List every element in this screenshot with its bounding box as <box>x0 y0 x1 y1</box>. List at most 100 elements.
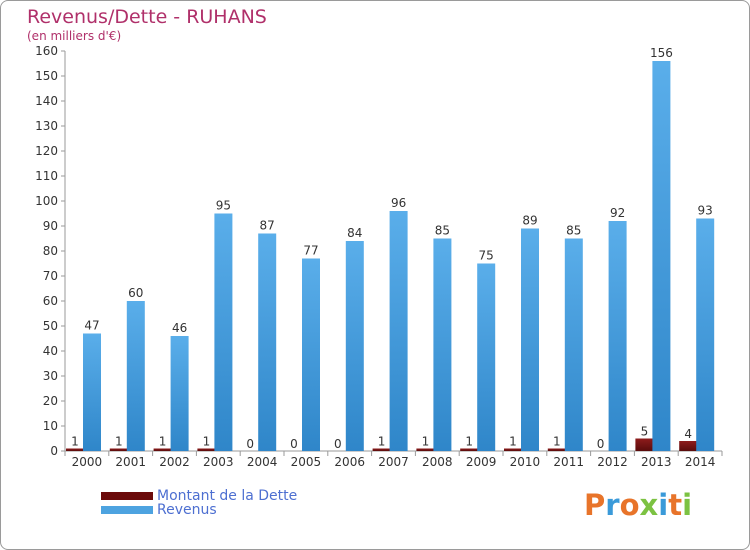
bar-revenus <box>608 221 627 451</box>
y-tick-label: 110 <box>35 169 58 183</box>
bar-dette <box>547 448 566 451</box>
legend-item-dette: Montant de la Dette <box>101 488 298 504</box>
logo-letter: P <box>584 488 606 522</box>
value-label-dette: 1 <box>509 435 517 449</box>
value-label-dette: 1 <box>159 435 167 449</box>
legend-label-dette: Montant de la Dette <box>157 488 298 504</box>
bar-revenus <box>126 301 145 451</box>
value-label-revenus: 75 <box>479 249 494 263</box>
value-label-revenus: 85 <box>566 224 581 238</box>
chart-title: Revenus/Dette - RUHANS <box>27 6 267 28</box>
legend-item-revenus: Revenus <box>101 502 217 518</box>
value-label-dette: 1 <box>553 435 561 449</box>
value-label-dette: 0 <box>334 437 342 451</box>
x-tick-label: 2004 <box>247 455 278 469</box>
logo-letter: i <box>682 488 693 522</box>
x-tick-label: 2007 <box>378 455 409 469</box>
y-tick-label: 30 <box>43 369 58 383</box>
bar-revenus <box>170 336 189 451</box>
bar-dette <box>197 448 216 451</box>
value-label-dette: 1 <box>71 435 79 449</box>
y-tick-label: 160 <box>35 44 58 58</box>
x-tick-label: 2006 <box>334 455 365 469</box>
value-label-revenus: 47 <box>84 319 99 333</box>
y-tick-label: 40 <box>43 344 58 358</box>
legend-swatch-dette <box>101 492 153 500</box>
value-label-dette: 0 <box>246 437 254 451</box>
value-label-revenus: 85 <box>435 224 450 238</box>
x-tick-label: 2000 <box>72 455 103 469</box>
bar-revenus <box>564 238 583 451</box>
value-label-dette: 5 <box>641 425 649 439</box>
bar-revenus <box>258 233 277 451</box>
x-tick-label: 2009 <box>466 455 497 469</box>
label-layer: 1 47 1 60 1 46 1 95 0 87 0 77 0 84 1 96 1 85 1 75 1 89 1 85 0 92 5… <box>71 46 713 451</box>
value-label-dette: 1 <box>203 435 211 449</box>
y-tick-label: 80 <box>43 244 58 258</box>
bar-dette <box>416 448 435 451</box>
x-tick-label: 2011 <box>553 455 584 469</box>
x-tick-label: 2010 <box>510 455 541 469</box>
bar-dette <box>460 448 479 451</box>
value-label-dette: 1 <box>115 435 123 449</box>
value-label-dette: 1 <box>465 435 473 449</box>
bar-dette <box>504 448 522 451</box>
bar-dette <box>372 448 391 451</box>
value-label-revenus: 96 <box>391 196 406 210</box>
bar-dette <box>66 448 84 451</box>
bar-dette <box>109 448 128 451</box>
bar-revenus <box>83 333 101 451</box>
logo-letter: o <box>619 488 640 522</box>
logo-letter: x <box>639 488 659 522</box>
y-tick-label: 20 <box>43 394 58 408</box>
y-tick-label: 0 <box>50 444 58 458</box>
value-label-revenus: 84 <box>347 226 362 240</box>
bar-revenus <box>696 218 715 451</box>
value-label-revenus: 93 <box>698 204 713 218</box>
y-tick-label: 50 <box>43 319 58 333</box>
bar-dette <box>679 441 698 451</box>
value-label-revenus: 95 <box>216 199 231 213</box>
value-label-revenus: 87 <box>260 219 275 233</box>
bar-revenus <box>652 61 671 451</box>
y-tick-label: 150 <box>35 69 58 83</box>
y-tick-label: 130 <box>35 119 58 133</box>
value-label-dette: 1 <box>422 435 430 449</box>
y-tick-label: 120 <box>35 144 58 158</box>
chart-subtitle: (en milliers d'€) <box>27 29 122 43</box>
legend-label-revenus: Revenus <box>157 502 217 518</box>
value-label-revenus: 46 <box>172 321 187 335</box>
bar-revenus <box>214 213 233 451</box>
bar-revenus <box>302 258 320 451</box>
value-label-dette: 4 <box>684 427 692 441</box>
x-tick-label: 2003 <box>203 455 234 469</box>
bar-layer <box>66 61 715 451</box>
y-tick-label: 140 <box>35 94 58 108</box>
x-tick-label: 2014 <box>685 455 716 469</box>
bar-revenus <box>389 211 408 451</box>
value-label-revenus: 92 <box>610 206 625 220</box>
x-tick-label: 2002 <box>159 455 190 469</box>
value-label-revenus: 60 <box>128 286 143 300</box>
value-label-revenus: 89 <box>522 214 537 228</box>
legend-swatch-revenus <box>101 506 153 514</box>
logo-letter: r <box>605 488 620 522</box>
y-tick-label: 10 <box>43 419 58 433</box>
bar-revenus <box>521 228 539 451</box>
value-label-dette: 0 <box>597 437 605 451</box>
bar-revenus <box>433 238 452 451</box>
bar-revenus <box>477 263 496 451</box>
x-tick-label: 2013 <box>641 455 672 469</box>
y-tick-label: 90 <box>43 219 58 233</box>
x-tick-label: 2008 <box>422 455 453 469</box>
bar-revenus <box>345 241 364 451</box>
value-label-revenus: 156 <box>650 46 673 60</box>
logo-letter: i <box>658 488 669 522</box>
proxiti-logo: Proxiti <box>584 488 692 522</box>
x-tick-label: 2012 <box>597 455 628 469</box>
x-tick-label: 2005 <box>291 455 322 469</box>
value-label-dette: 1 <box>378 435 386 449</box>
value-label-dette: 0 <box>290 437 298 451</box>
